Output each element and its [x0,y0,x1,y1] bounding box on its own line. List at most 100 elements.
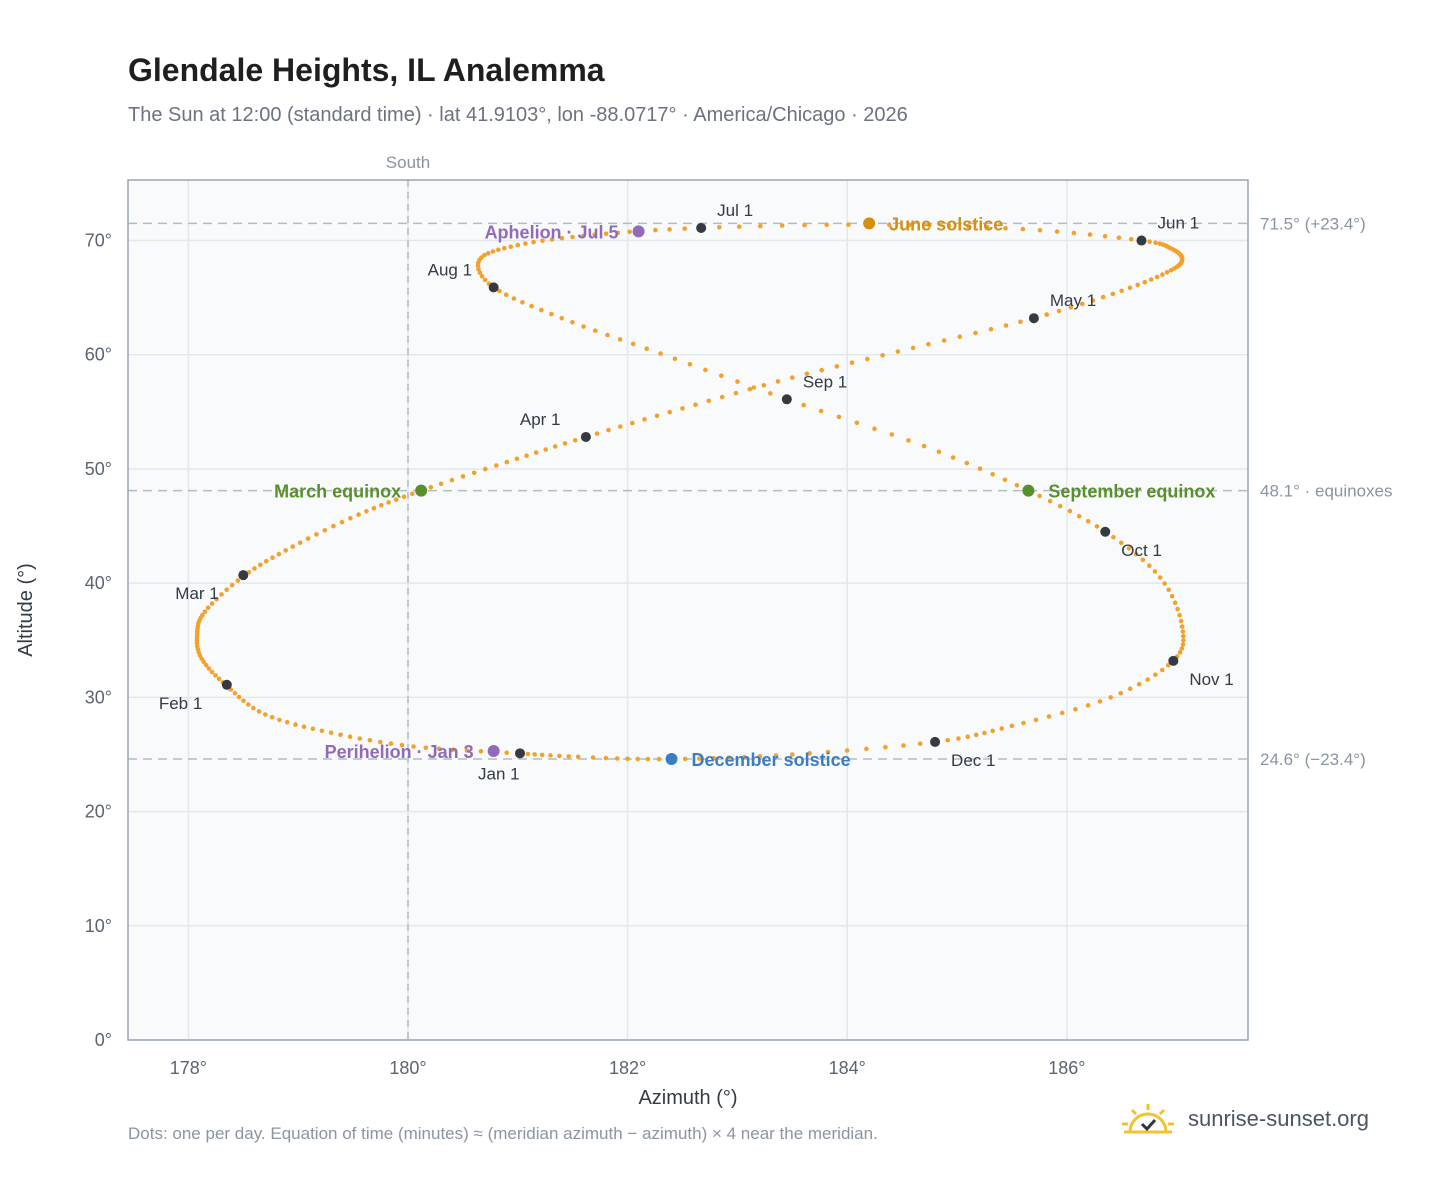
daily-sun-dot [436,746,442,752]
daily-sun-dot [549,237,555,242]
daily-sun-dot [614,756,620,761]
daily-sun-dot [515,242,521,248]
daily-sun-dot [356,512,361,517]
daily-sun-dot [926,341,931,347]
daily-sun-dot [1020,226,1026,232]
daily-sun-dot [726,755,732,760]
daily-sun-dot [471,470,477,476]
altitude-reference-label: 48.1° · equinoxes [1260,482,1393,501]
daily-sun-dot [293,722,298,727]
daily-sun-dot [572,438,578,443]
brand[interactable]: sunrise-sunset.org [1120,1102,1369,1136]
daily-sun-dot [235,578,241,583]
daily-sun-dot [348,516,353,521]
daily-sun-dot [539,307,544,313]
daily-sun-dot [1148,277,1154,282]
daily-sun-dot [1119,540,1124,546]
daily-sun-dot [570,234,575,240]
daily-sun-dot [1056,308,1062,314]
month-marker [696,222,707,233]
daily-sun-dot [605,332,610,338]
daily-sun-dot [717,225,722,230]
daily-sun-dot [1153,672,1158,677]
daily-sun-dot [504,750,510,755]
event-marker [632,225,645,238]
daily-sun-dot [559,315,564,321]
daily-sun-dot [378,739,383,745]
daily-sun-dot [999,726,1004,731]
daily-sun-dot [1003,323,1009,328]
daily-sun-dot [1116,235,1122,241]
daily-sun-dot [854,420,860,426]
daily-sun-dot [410,491,415,497]
daily-sun-dot [508,244,514,249]
daily-sun-dot [1177,650,1183,655]
daily-sun-dot [476,266,481,272]
daily-sun-dot [549,311,554,317]
daily-sun-dot [251,705,256,711]
daily-sun-dot [428,485,434,490]
daily-sun-dot [901,743,906,748]
daily-sun-dot [529,303,534,309]
month-marker-label: Jul 1 [717,201,753,220]
y-tick-label: 30° [85,687,112,707]
daily-sun-dot [864,746,869,752]
month-marker [221,679,232,690]
chart-subtitle: The Sun at 12:00 (standard time) · lat 4… [128,104,908,126]
daily-sun-dot [496,247,501,253]
daily-sun-dot [1110,291,1116,297]
daily-sun-dot [543,447,548,452]
altitude-reference-label: 24.6° (−23.4°) [1260,750,1366,769]
daily-sun-dot [581,233,586,239]
daily-sun-dot [1172,600,1178,605]
y-tick-label: 10° [85,916,112,936]
x-tick-label: 178° [170,1058,207,1078]
daily-sun-dot [479,274,485,279]
daily-sun-dot [618,424,623,429]
daily-sun-dot [964,460,970,466]
y-tick-label: 70° [85,231,112,251]
daily-sun-dot [475,263,481,269]
event-label: December solstice [692,750,851,770]
daily-sun-dot [656,756,662,762]
daily-sun-dot [1127,686,1133,691]
chart-title: Glendale Heights, IL Analemma [128,52,605,88]
reference-lines: South 71.5° (+23.4°) 48.1° · equinoxes 24.6… [128,153,1393,1040]
daily-sun-dot [1085,703,1091,708]
daily-sun-dot [236,694,242,700]
daily-sun-dot [1033,717,1039,723]
daily-sun-dot [216,676,222,682]
daily-sun-dot [229,582,235,588]
daily-sun-dot [477,270,483,276]
brand-name[interactable]: sunrise-sunset.org [1188,1106,1369,1131]
daily-sun-dot [570,320,575,325]
event-label: March equinox [274,482,401,502]
daily-sun-dot [680,406,685,411]
daily-sun-dot [615,230,621,236]
daily-sun-dot [603,755,609,761]
daily-sun-dot [232,690,238,696]
daily-sun-dot [559,235,565,241]
daily-sun-dot [825,749,831,755]
daily-sun-dot [539,752,545,758]
daily-sun-dot [883,744,888,750]
daily-sun-dot [310,726,316,732]
daily-sun-dot [1111,534,1116,540]
daily-sun-dot [464,748,470,753]
daily-sun-dot [687,362,693,367]
daily-sun-dot [525,751,531,757]
daily-sun-dot [706,398,712,404]
daily-sun-dot [594,431,600,436]
daily-sun-dot [990,728,995,734]
event-marker [665,753,678,766]
daily-sun-dot [1097,699,1103,704]
daily-sun-dot [1037,493,1042,499]
daily-sun-dot [379,503,384,508]
daily-sun-dot [1128,236,1134,242]
daily-sun-dot [593,328,598,334]
daily-sun-dot [503,292,509,298]
month-marker [1168,655,1179,666]
daily-sun-dot [965,734,970,739]
daily-sun-dot [1054,229,1060,234]
daily-sun-dot [887,222,892,227]
